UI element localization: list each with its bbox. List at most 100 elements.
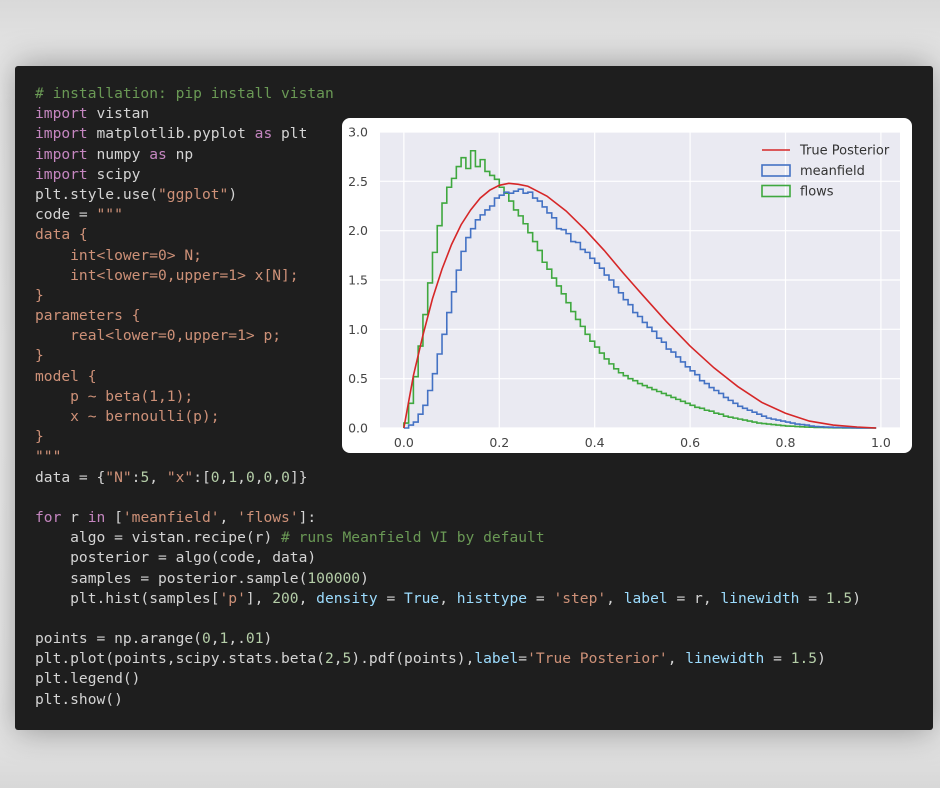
code-token: 0 bbox=[210, 468, 220, 486]
code-line: plt.hist(samples['p'], 200, density = Tr… bbox=[35, 589, 861, 609]
x-tick-label: 1.0 bbox=[871, 435, 891, 450]
y-tick-label: 0.0 bbox=[348, 421, 368, 436]
legend-label: meanfield bbox=[800, 164, 865, 179]
code-token: plt bbox=[272, 125, 308, 143]
y-tick-label: 2.0 bbox=[348, 223, 368, 238]
code-token: 5 bbox=[140, 468, 150, 486]
code-token: 2 bbox=[324, 650, 334, 668]
code-token: True bbox=[404, 589, 440, 607]
code-line: # installation: pip install vistan bbox=[35, 84, 861, 104]
code-token: plt.legend() bbox=[35, 670, 141, 688]
x-tick-label: 0.6 bbox=[680, 435, 700, 450]
code-token: vistan bbox=[87, 105, 150, 123]
code-token: in bbox=[87, 508, 106, 526]
code-token: , bbox=[149, 468, 167, 486]
code-token: , bbox=[210, 630, 220, 648]
legend-label: True Posterior bbox=[799, 144, 890, 159]
code-token: # installation: pip install vistan bbox=[35, 85, 334, 102]
x-tick-label: 0.4 bbox=[585, 435, 605, 450]
code-line: x ~ bernoulli(p); bbox=[35, 407, 861, 427]
code-token: = bbox=[527, 589, 554, 607]
code-line: data = {"N":5, "x":[0,1,0,0,0]} bbox=[35, 468, 861, 488]
code-token: as bbox=[254, 125, 273, 143]
y-tick-label: 2.5 bbox=[348, 174, 368, 189]
code-line: posterior = algo(code, data) bbox=[35, 548, 861, 568]
code-token: , bbox=[219, 508, 238, 526]
code-token: "x" bbox=[166, 468, 194, 486]
code-token: 0 bbox=[245, 468, 255, 486]
code-token: 0 bbox=[281, 468, 290, 486]
code-token: histtype bbox=[456, 589, 528, 607]
code-token: "N" bbox=[105, 468, 132, 486]
code-token: p ~ beta(1,1); bbox=[35, 387, 194, 405]
code-line: int<lower=0> N; bbox=[35, 246, 861, 266]
code-token: } bbox=[35, 286, 44, 304]
code-token: linewidth bbox=[685, 650, 765, 668]
code-line: for r in ['meanfield', 'flows']: bbox=[35, 508, 861, 528]
code-line: import numpy as np bbox=[35, 145, 861, 165]
code-token: real<lower=0,upper=1> p; bbox=[35, 327, 282, 345]
code-token: """ bbox=[35, 448, 62, 466]
legend-swatch bbox=[761, 184, 791, 198]
code-token: , bbox=[606, 589, 624, 607]
code-token: plt.show() bbox=[35, 690, 123, 708]
code-token: 1 bbox=[228, 468, 238, 486]
code-token: int<lower=0> N; bbox=[35, 246, 202, 264]
code-token: label bbox=[623, 589, 668, 607]
code-token: linewidth bbox=[720, 589, 800, 607]
code-line bbox=[35, 609, 861, 629]
code-token: ) bbox=[263, 630, 273, 648]
code-line: } bbox=[35, 286, 861, 306]
code-token: 100000 bbox=[307, 569, 361, 587]
code-token: parameters { bbox=[35, 307, 141, 325]
code-token: numpy bbox=[87, 145, 150, 163]
code-token: 5 bbox=[342, 650, 352, 668]
legend-label: flows bbox=[800, 185, 834, 200]
series-true-posterior bbox=[403, 182, 877, 429]
code-line: samples = posterior.sample(100000) bbox=[35, 569, 861, 589]
code-token: import bbox=[35, 125, 88, 143]
code-line: algo = vistan.recipe(r) # runs Meanfield… bbox=[35, 528, 861, 548]
code-token: 'step' bbox=[553, 589, 607, 607]
y-tick-label: 1.0 bbox=[348, 322, 368, 337]
code-token: np bbox=[166, 145, 194, 163]
code-line: import vistan bbox=[35, 104, 861, 124]
code-token: 'flows' bbox=[237, 508, 299, 526]
code-token: algo = vistan.recipe(r) bbox=[35, 529, 282, 547]
plot-output: 0.0 0.2 0.4 0.6 0.8 1.0 0.0 0.5 1.0 1.5 2.0 2.5 3.0 T… bbox=[342, 118, 912, 453]
code-line: } bbox=[35, 346, 861, 366]
code-token: 200 bbox=[272, 589, 299, 607]
code-token: 0 bbox=[263, 468, 273, 486]
code-line: code = """ bbox=[35, 205, 861, 225]
code-token: data { bbox=[35, 226, 88, 244]
code-token: 'p' bbox=[219, 589, 246, 607]
code-token: ) bbox=[852, 589, 861, 607]
code-token: = r, bbox=[667, 589, 721, 607]
code-token: 1 bbox=[219, 630, 229, 648]
code-line: p ~ beta(1,1); bbox=[35, 387, 861, 407]
code-token: density bbox=[316, 589, 378, 607]
code-token: ) bbox=[817, 650, 826, 668]
code-token: model { bbox=[35, 367, 97, 385]
code-line: } bbox=[35, 427, 861, 447]
code-token: x ~ bernoulli(p); bbox=[35, 408, 220, 425]
code-token: 'True Posterior' bbox=[527, 650, 668, 668]
code-token: import bbox=[35, 165, 88, 183]
code-token: ]: bbox=[298, 508, 317, 526]
code-token: , bbox=[272, 468, 282, 486]
code-line bbox=[35, 488, 861, 508]
code-token: data = { bbox=[35, 468, 106, 486]
code-token: , bbox=[333, 650, 343, 668]
code-token: "ggplot" bbox=[158, 185, 229, 203]
code-line: real<lower=0,upper=1> p; bbox=[35, 326, 861, 346]
code-token: 1.5 bbox=[825, 589, 853, 607]
y-tick-label: 3.0 bbox=[348, 125, 368, 140]
code-token: 0 bbox=[201, 630, 211, 648]
y-tick-label: 0.5 bbox=[348, 371, 368, 386]
code-token: , bbox=[254, 468, 264, 486]
code-line: plt.plot(points,scipy.stats.beta(2,5).pd… bbox=[35, 649, 861, 669]
code-token: } bbox=[35, 428, 44, 446]
code-token: as bbox=[149, 145, 167, 163]
code-token: scipy bbox=[87, 165, 141, 183]
code-line: plt.legend() bbox=[35, 669, 861, 689]
